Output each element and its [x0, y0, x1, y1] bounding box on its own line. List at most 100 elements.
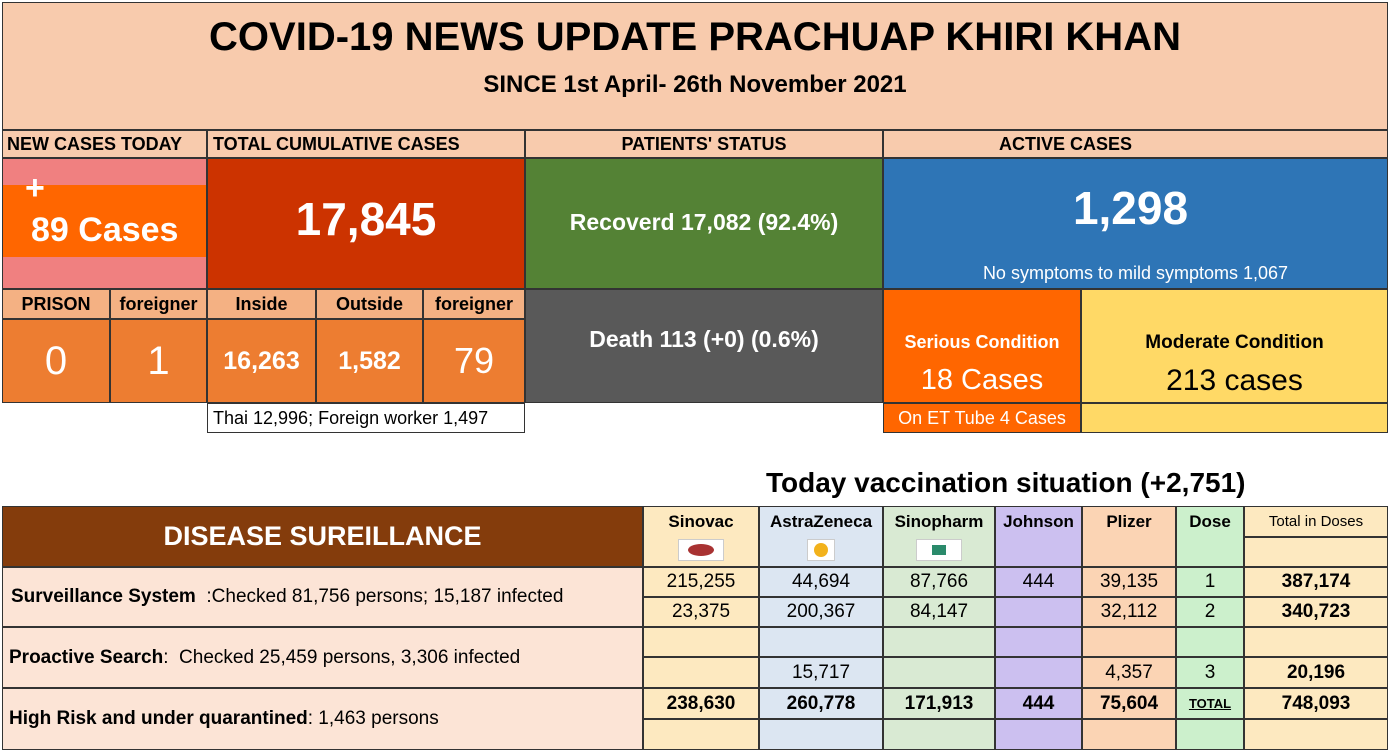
vax-cell-johnson — [995, 627, 1082, 657]
vax-cell-sinopharm: 171,913 — [883, 688, 995, 719]
outside-value: 1,582 — [338, 346, 401, 375]
vax-value-total: 340,723 — [1281, 601, 1351, 622]
prison-value-cell: 0 — [2, 319, 110, 403]
vax-cell-plizer — [1082, 719, 1176, 750]
vax-cell-total: 340,723 — [1244, 597, 1388, 627]
vax-cell-plizer: 32,112 — [1082, 597, 1176, 627]
vax-cell-johnson — [995, 597, 1082, 627]
outside-label: Outside — [316, 289, 423, 319]
new-foreigner-value: 1 — [147, 338, 170, 383]
vax-cell-plizer — [1082, 627, 1176, 657]
vax-value-total: 20,196 — [1286, 661, 1346, 683]
vax-value-astrazeneca: 44,694 — [791, 571, 851, 592]
col-sinovac-label: Sinovac — [668, 512, 734, 531]
recovered-box: Recoverd 17,082 (92.4%) — [525, 158, 883, 289]
col-johnson: Johnson — [995, 506, 1082, 567]
vax-value-sinopharm: 84,147 — [909, 601, 969, 622]
col-astrazeneca-label: AstraZeneca — [769, 512, 873, 531]
vax-value-sinopharm: 171,913 — [904, 692, 974, 714]
col-sinopharm: Sinopharm — [883, 506, 995, 567]
active-cases-label: ACTIVE CASES — [883, 130, 1388, 158]
cum-foreigner-value: 79 — [453, 340, 495, 381]
outside-value-cell: 1,582 — [316, 319, 423, 403]
vax-cell-johnson: 444 — [995, 567, 1082, 597]
patients-status-label: PATIENTS' STATUS — [525, 130, 883, 158]
page-subtitle: SINCE 1st April- 26th November 2021 — [483, 71, 907, 98]
vax-cell-sinopharm — [883, 627, 995, 657]
vax-cell-johnson — [995, 719, 1082, 750]
inside-label: Inside — [207, 289, 316, 319]
vax-value-dose: 3 — [1204, 661, 1216, 683]
prison-label: PRISON — [2, 289, 110, 319]
vax-cell-total: 387,174 — [1244, 567, 1388, 597]
new-cases-value: 89 Cases — [31, 211, 179, 249]
col-dose: Dose — [1176, 506, 1244, 567]
vax-value-plizer: 39,135 — [1099, 571, 1159, 592]
vax-cell-sinovac: 23,375 — [643, 597, 759, 627]
vax-cell-sinopharm — [883, 719, 995, 750]
vax-value-astrazeneca: 15,717 — [791, 661, 851, 683]
cumulative-label: TOTAL CUMULATIVE CASES — [207, 130, 525, 158]
vax-cell-total — [1244, 719, 1388, 750]
vax-value-astrazeneca: 200,367 — [786, 601, 856, 622]
high-risk-text: : 1,463 persons — [307, 708, 439, 729]
vax-value-dose: 1 — [1204, 571, 1216, 592]
vax-cell-plizer: 4,357 — [1082, 657, 1176, 688]
vax-cell-astrazeneca — [759, 719, 883, 750]
vax-cell-sinovac — [643, 627, 759, 657]
vax-cell-johnson: 444 — [995, 688, 1082, 719]
moderate-value: 213 cases — [1166, 364, 1303, 397]
high-risk-label: High Risk and under quarantined — [9, 708, 308, 729]
vax-cell-sinopharm: 84,147 — [883, 597, 995, 627]
vax-value-total: 748,093 — [1281, 692, 1351, 714]
vax-cell-plizer: 39,135 — [1082, 567, 1176, 597]
inside-value: 16,263 — [223, 346, 300, 375]
col-dose-label: Dose — [1189, 512, 1231, 531]
cumulative-box: 17,845 — [207, 158, 525, 289]
vax-value-dose: TOTAL — [1188, 696, 1232, 711]
vax-cell-plizer: 75,604 — [1082, 688, 1176, 719]
vax-value-plizer: 32,112 — [1100, 601, 1158, 622]
vax-cell-johnson — [995, 657, 1082, 688]
vax-value-plizer: 75,604 — [1099, 692, 1159, 714]
new-foreigner-value-cell: 1 — [110, 319, 207, 403]
active-box: 1,298 No symptoms to mild symptoms 1,067 — [883, 158, 1388, 289]
vax-cell-astrazeneca: 260,778 — [759, 688, 883, 719]
recovered-text: Recoverd 17,082 (92.4%) — [569, 209, 839, 235]
moderate-label: Moderate Condition — [1145, 332, 1324, 353]
astrazeneca-logo-icon — [807, 539, 835, 561]
vax-cell-sinopharm — [883, 657, 995, 688]
vax-cell-sinopharm: 87,766 — [883, 567, 995, 597]
vax-value-johnson: 444 — [1022, 571, 1055, 592]
col-plizer: Plizer — [1082, 506, 1176, 567]
new-cases-label: NEW CASES TODAY — [2, 130, 207, 158]
cum-foreigner-label: foreigner — [423, 289, 525, 319]
proactive-search-text: : Checked 25,459 persons, 3,306 infected — [163, 646, 521, 668]
proactive-search-label: Proactive Search — [9, 646, 164, 668]
mild-symptoms-text: No symptoms to mild symptoms 1,067 — [982, 263, 1289, 283]
header-banner: COVID-19 NEWS UPDATE PRACHUAP KHIRI KHAN… — [2, 2, 1388, 130]
col-plizer-label: Plizer — [1106, 512, 1152, 531]
vax-value-sinovac: 23,375 — [671, 601, 731, 622]
death-box: Death 113 (+0) (0.6%) — [525, 289, 883, 403]
col-sinovac: Sinovac — [643, 506, 759, 567]
serious-label: Serious Condition — [904, 332, 1060, 352]
vax-cell-dose — [1176, 627, 1244, 657]
vax-value-sinovac: 215,255 — [666, 571, 736, 592]
surveillance-system-label: Surveillance System — [11, 586, 196, 607]
vax-value-plizer: 4,357 — [1105, 661, 1153, 683]
surveillance-system-row: Surveillance System :Checked 81,756 pers… — [2, 567, 643, 627]
vax-value-johnson: 444 — [1022, 692, 1055, 714]
cum-foreigner-value-cell: 79 — [423, 319, 525, 403]
serious-box: Serious Condition 18 Cases — [883, 289, 1081, 403]
vax-cell-sinovac: 215,255 — [643, 567, 759, 597]
vax-cell-dose: 1 — [1176, 567, 1244, 597]
vax-cell-dose: TOTAL — [1176, 688, 1244, 719]
vax-cell-dose: 3 — [1176, 657, 1244, 688]
surveillance-title: DISEASE SUREILLANCE — [163, 521, 482, 551]
vax-value-astrazeneca: 260,778 — [786, 692, 856, 714]
vaccination-title: Today vaccination situation (+2,751) — [766, 467, 1246, 498]
et-tube-note: On ET Tube 4 Cases — [883, 403, 1081, 433]
vax-value-dose: 2 — [1204, 601, 1216, 622]
vax-cell-astrazeneca: 200,367 — [759, 597, 883, 627]
